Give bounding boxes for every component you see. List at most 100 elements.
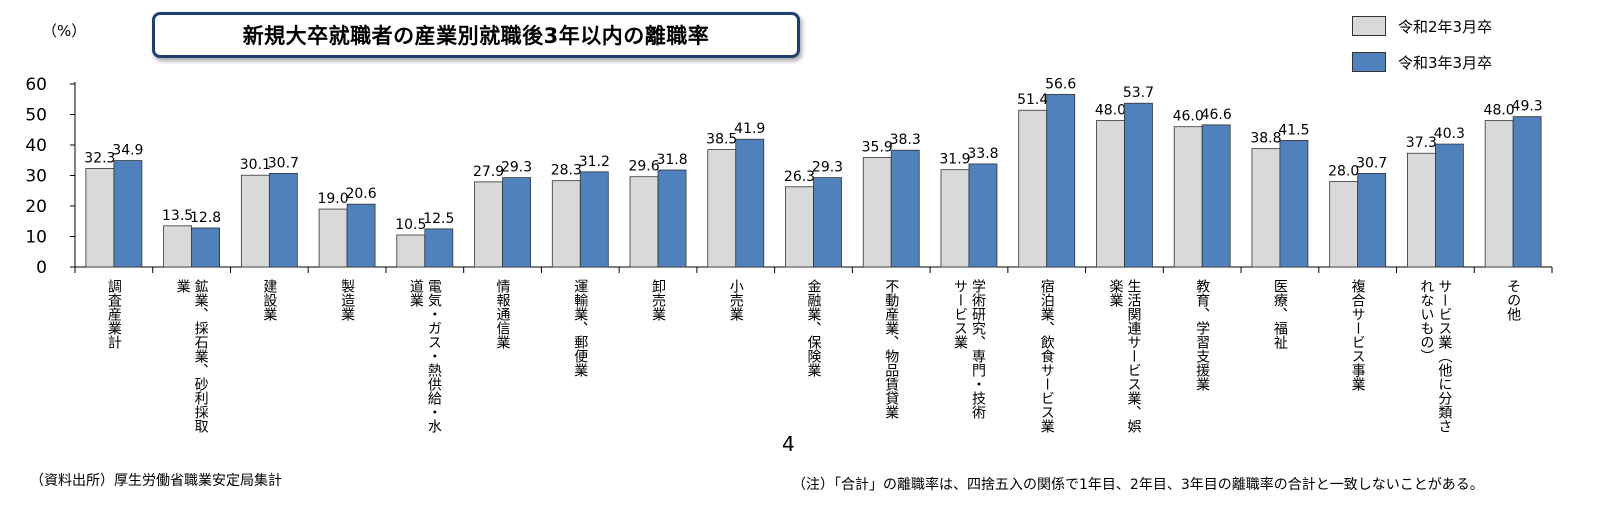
data-label-series2: 49.3 bbox=[1512, 99, 1543, 115]
bar-series1 bbox=[474, 181, 503, 268]
x-category-label: 医療、福祉 bbox=[1272, 279, 1288, 350]
data-label-series2: 29.3 bbox=[812, 160, 843, 176]
data-label-series2: 12.8 bbox=[190, 210, 221, 226]
data-label-series2: 41.9 bbox=[734, 121, 765, 137]
x-category-label: 電気・ガス・熱供給・水 bbox=[426, 279, 442, 433]
x-category-label: 教育、学習支援業 bbox=[1194, 279, 1210, 391]
data-label-series2: 12.5 bbox=[423, 211, 454, 227]
x-category-label: 楽業 bbox=[1107, 279, 1123, 307]
bar-series1 bbox=[1484, 120, 1514, 268]
data-label-series2: 20.6 bbox=[345, 186, 376, 202]
y-axis-unit-label: （%） bbox=[42, 22, 87, 40]
data-label-series1: 35.9 bbox=[862, 140, 893, 156]
bar-series2 bbox=[735, 138, 765, 268]
y-tick-label: 20 bbox=[25, 197, 47, 217]
data-label-series1: 38.8 bbox=[1250, 131, 1281, 147]
data-label-series1: 19.0 bbox=[317, 191, 348, 207]
y-tick-label: 10 bbox=[25, 228, 47, 248]
footnote: （注）「合計」の離職率は、四捨五入の関係で1年目、2年目、3年目の離職率の合計と… bbox=[792, 477, 1484, 493]
x-category-label: 生活関連サービス業、娯 bbox=[1125, 279, 1141, 433]
bar-series2 bbox=[191, 227, 221, 268]
x-category-label: 情報通信業 bbox=[495, 279, 511, 349]
bar-series1 bbox=[396, 234, 426, 268]
x-category-label: 宿泊業、飲食サービス業 bbox=[1039, 278, 1055, 433]
x-category-label: 鉱業、採石業、砂利採取 bbox=[193, 278, 209, 433]
x-category-label: れないもの） bbox=[1418, 279, 1434, 363]
bar-series2 bbox=[890, 149, 920, 268]
bar-series2 bbox=[268, 172, 298, 268]
bar-series1 bbox=[1406, 152, 1436, 268]
bar-series1 bbox=[240, 174, 270, 268]
x-category-label: 学術研究、専門・技術 bbox=[970, 279, 986, 420]
data-label-series1: 48.0 bbox=[1095, 103, 1126, 119]
data-label-series1: 31.9 bbox=[939, 152, 970, 168]
data-label-series2: 41.5 bbox=[1278, 122, 1309, 138]
bar-series2 bbox=[968, 163, 998, 268]
source-note: （資料出所）厚生労働省職業安定局集計 bbox=[30, 473, 282, 489]
x-category-label: 道業 bbox=[408, 279, 424, 307]
data-label-series1: 38.5 bbox=[706, 132, 737, 148]
bar-series2 bbox=[502, 177, 531, 268]
bar-series2 bbox=[424, 228, 454, 268]
bar-series1 bbox=[85, 168, 115, 268]
x-category-label: 運輸業、郵便業 bbox=[572, 279, 588, 377]
data-label-series2: 53.7 bbox=[1123, 85, 1154, 101]
bar-series1 bbox=[1251, 148, 1281, 268]
bar-series2 bbox=[1279, 140, 1309, 268]
x-category-label: サービス業（他に分類さ bbox=[1436, 279, 1452, 433]
x-category-label: 不動産業、物品賃貸業 bbox=[883, 279, 899, 419]
legend: 令和2年3月卒 令和3年3月卒 bbox=[1352, 14, 1492, 86]
data-label-series2: 31.2 bbox=[579, 154, 610, 170]
x-category-label: 金融業、保険業 bbox=[806, 279, 822, 377]
x-category-label: その他 bbox=[1505, 279, 1521, 322]
data-label-series2: 33.8 bbox=[967, 146, 998, 162]
x-category-label: 調査産業計 bbox=[106, 279, 122, 349]
x-category-label: 複合サービス事業 bbox=[1350, 278, 1366, 391]
legend-label-series1: 令和2年3月卒 bbox=[1398, 17, 1493, 36]
bar-series2 bbox=[113, 160, 143, 268]
bar-series2 bbox=[813, 177, 842, 268]
data-label-series1: 29.6 bbox=[628, 159, 659, 175]
bar-series2 bbox=[1046, 93, 1076, 268]
data-label-series1: 32.3 bbox=[84, 150, 115, 166]
bar-series1 bbox=[862, 157, 892, 268]
x-category-label: 建設業 bbox=[261, 279, 277, 321]
x-category-label: 業 bbox=[175, 279, 191, 293]
bar-series2 bbox=[346, 203, 376, 268]
bar-series2 bbox=[579, 171, 609, 268]
bar-series2 bbox=[657, 169, 687, 268]
data-label-series1: 37.3 bbox=[1406, 135, 1437, 151]
x-category-label: 製造業 bbox=[339, 279, 355, 321]
data-label-series2: 56.6 bbox=[1045, 76, 1076, 92]
data-label-series1: 10.5 bbox=[395, 217, 426, 233]
data-label-series1: 51.4 bbox=[1017, 92, 1048, 108]
data-label-series2: 29.3 bbox=[501, 160, 532, 176]
bar-series1 bbox=[940, 169, 970, 268]
data-label-series2: 40.3 bbox=[1434, 126, 1465, 142]
bar-series2 bbox=[1201, 124, 1231, 268]
legend-swatch-series2 bbox=[1352, 52, 1386, 72]
legend-item-series2: 令和3年3月卒 bbox=[1352, 50, 1492, 74]
data-label-series2: 38.3 bbox=[890, 132, 921, 148]
bar-series1 bbox=[163, 225, 193, 268]
legend-label-series2: 令和3年3月卒 bbox=[1398, 53, 1493, 72]
data-label-series2: 46.6 bbox=[1201, 107, 1232, 123]
bar-series1 bbox=[1018, 109, 1048, 268]
y-tick-label: 0 bbox=[36, 258, 47, 278]
bar-series2 bbox=[1434, 143, 1464, 268]
data-label-series1: 46.0 bbox=[1173, 109, 1204, 125]
data-label-series2: 30.7 bbox=[1356, 155, 1387, 171]
bar-series1 bbox=[785, 186, 814, 268]
data-label-series1: 27.9 bbox=[473, 164, 504, 180]
chart-title: 新規大卒就職者の産業別就職後3年以内の離職率 bbox=[242, 24, 710, 48]
bar-series1 bbox=[318, 208, 348, 268]
x-category-label: 小売業 bbox=[728, 279, 744, 321]
legend-swatch-series1 bbox=[1352, 16, 1386, 36]
y-tick-label: 50 bbox=[25, 106, 47, 126]
page-number: 4 bbox=[782, 432, 795, 456]
bar-series1 bbox=[1096, 120, 1125, 268]
data-label-series1: 26.3 bbox=[784, 169, 815, 185]
bar-series1 bbox=[629, 176, 659, 268]
bar-series2 bbox=[1357, 172, 1387, 268]
